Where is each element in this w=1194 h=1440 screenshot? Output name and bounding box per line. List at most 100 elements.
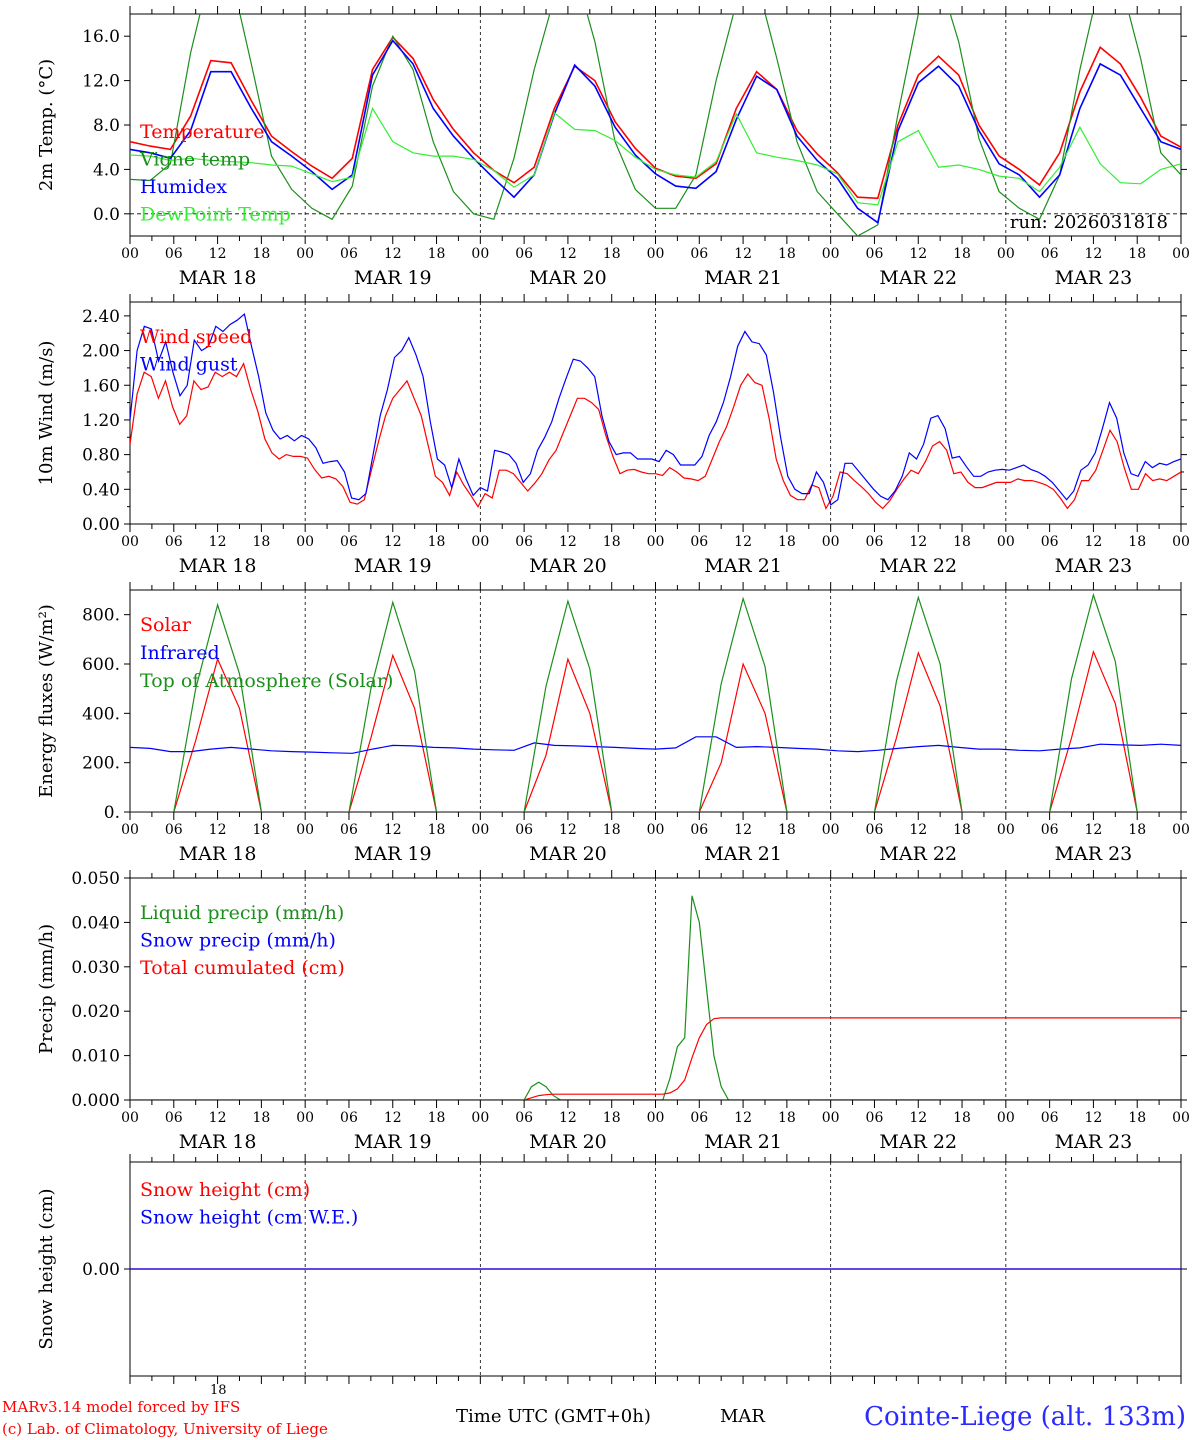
- x-tick-label: 06: [866, 246, 884, 262]
- x-tick-label: 18: [1128, 822, 1146, 838]
- x-tick-label: 18: [603, 822, 621, 838]
- x-tick-label: 12: [559, 246, 577, 262]
- legend-entry: Snow height (cm): [140, 1179, 310, 1201]
- x-tick-label: 00: [121, 1110, 139, 1126]
- x-tick-label: 06: [690, 1110, 708, 1126]
- x-tick-label: 12: [559, 534, 577, 550]
- x-tick-label: 06: [866, 534, 884, 550]
- day-label: MAR 19: [354, 555, 432, 577]
- legend-entry: Total cumulated (cm): [140, 957, 345, 979]
- y-tick-label: 2.00: [82, 342, 120, 362]
- x-tick-label: 06: [340, 822, 358, 838]
- x-tick-label: 06: [340, 1110, 358, 1126]
- day-label: MAR 23: [1055, 555, 1133, 577]
- legend-entry: Top of Atmosphere (Solar): [140, 670, 393, 692]
- y-tick-label: 0.00: [82, 1260, 120, 1280]
- x-tick-label: 18: [252, 534, 270, 550]
- series-line-liquid-precip-mm-h: [130, 895, 1181, 1100]
- x-tick-label: 18: [603, 1110, 621, 1126]
- y-tick-label: 0.80: [82, 446, 120, 466]
- x-tick-label: 18: [778, 822, 796, 838]
- series-line-wind-speed: [130, 362, 1181, 510]
- y-tick-label: 1.60: [82, 376, 120, 396]
- x-tick-label: 18: [252, 246, 270, 262]
- legend-entry: Wind gust: [140, 354, 238, 376]
- x-tick-label: 00: [1172, 534, 1190, 550]
- y-tick-label: 400.: [82, 704, 120, 724]
- x-tick-label: 00: [822, 822, 840, 838]
- x-tick-label: 12: [734, 822, 752, 838]
- y-tick-label: 12.0: [82, 72, 120, 92]
- legend-entry: Humidex: [140, 176, 227, 198]
- y-tick-label: 0.040: [71, 913, 120, 933]
- legend-entry: Infrared: [140, 642, 220, 664]
- x-tick-label: 00: [997, 534, 1015, 550]
- x-tick-label: 06: [340, 246, 358, 262]
- run-annotation: run: 2026031818: [1010, 212, 1168, 233]
- tick-18-label: 18: [210, 1383, 227, 1398]
- x-tick-label: 18: [428, 1110, 446, 1126]
- x-tick-label: 12: [384, 534, 402, 550]
- day-label: MAR 22: [879, 1131, 957, 1153]
- x-tick-label: 12: [209, 246, 227, 262]
- x-tick-label: 00: [471, 534, 489, 550]
- x-tick-label: 12: [209, 534, 227, 550]
- y-tick-label: 1.20: [82, 411, 120, 431]
- legend-entry: Temperature: [140, 121, 264, 143]
- x-tick-label: 18: [953, 822, 971, 838]
- series-line-total-cumulated-cm: [130, 1017, 1181, 1100]
- x-tick-label: 00: [822, 534, 840, 550]
- x-tick-label: 00: [296, 1110, 314, 1126]
- series-line-wind-gust: [130, 312, 1181, 506]
- day-label: MAR 19: [354, 843, 432, 865]
- x-tick-label: 18: [953, 1110, 971, 1126]
- x-tick-label: 00: [647, 246, 665, 262]
- x-tick-label: 18: [252, 822, 270, 838]
- x-tick-label: 12: [1085, 1110, 1103, 1126]
- y-axis-label: 10m Wind (m/s): [36, 341, 57, 486]
- x-tick-label: 00: [1172, 1110, 1190, 1126]
- x-tick-label: 06: [515, 1110, 533, 1126]
- y-tick-label: 0.0: [93, 205, 120, 225]
- y-axis-label: Energy fluxes (W/m²): [36, 604, 57, 798]
- x-tick-label: 12: [1085, 246, 1103, 262]
- panel-precip: [124, 870, 1187, 1108]
- legend-entry: Vigne temp: [139, 149, 250, 171]
- y-tick-label: 16.0: [82, 27, 120, 47]
- x-tick-label: 06: [1041, 534, 1059, 550]
- day-label: MAR 21: [704, 1131, 782, 1153]
- y-tick-label: 2.40: [82, 307, 120, 327]
- y-tick-label: 800.: [82, 606, 120, 626]
- site-title: Cointe-Liege (alt. 133m): [864, 1402, 1186, 1432]
- x-tick-label: 12: [734, 246, 752, 262]
- x-tick-label: 18: [953, 246, 971, 262]
- y-tick-label: 4.0: [93, 160, 120, 180]
- x-tick-label: 00: [471, 1110, 489, 1126]
- day-label: MAR 20: [529, 1131, 607, 1153]
- time-axis-label: Time UTC (GMT+0h): [456, 1406, 651, 1427]
- day-label: MAR 20: [529, 843, 607, 865]
- x-tick-label: 00: [1172, 246, 1190, 262]
- x-tick-label: 00: [647, 1110, 665, 1126]
- x-tick-label: 00: [121, 822, 139, 838]
- day-label: MAR 22: [879, 267, 957, 289]
- x-tick-label: 06: [866, 1110, 884, 1126]
- day-label: MAR 22: [879, 555, 957, 577]
- x-tick-label: 12: [559, 1110, 577, 1126]
- x-tick-label: 18: [428, 822, 446, 838]
- y-tick-label: 0.40: [82, 480, 120, 500]
- day-label: MAR 23: [1055, 1131, 1133, 1153]
- y-tick-label: 0.010: [71, 1047, 120, 1067]
- x-tick-label: 12: [209, 1110, 227, 1126]
- x-tick-label: 18: [428, 534, 446, 550]
- x-tick-label: 12: [1085, 822, 1103, 838]
- y-tick-label: 200.: [82, 754, 120, 774]
- x-tick-label: 06: [165, 1110, 183, 1126]
- x-tick-label: 00: [1172, 822, 1190, 838]
- y-axis-label: 2m Temp. (°C): [36, 59, 57, 191]
- series-line-humidex: [130, 39, 1181, 225]
- y-tick-label: 600.: [82, 655, 120, 675]
- x-tick-label: 12: [909, 246, 927, 262]
- series-line-infrared: [130, 736, 1181, 754]
- x-tick-label: 00: [296, 534, 314, 550]
